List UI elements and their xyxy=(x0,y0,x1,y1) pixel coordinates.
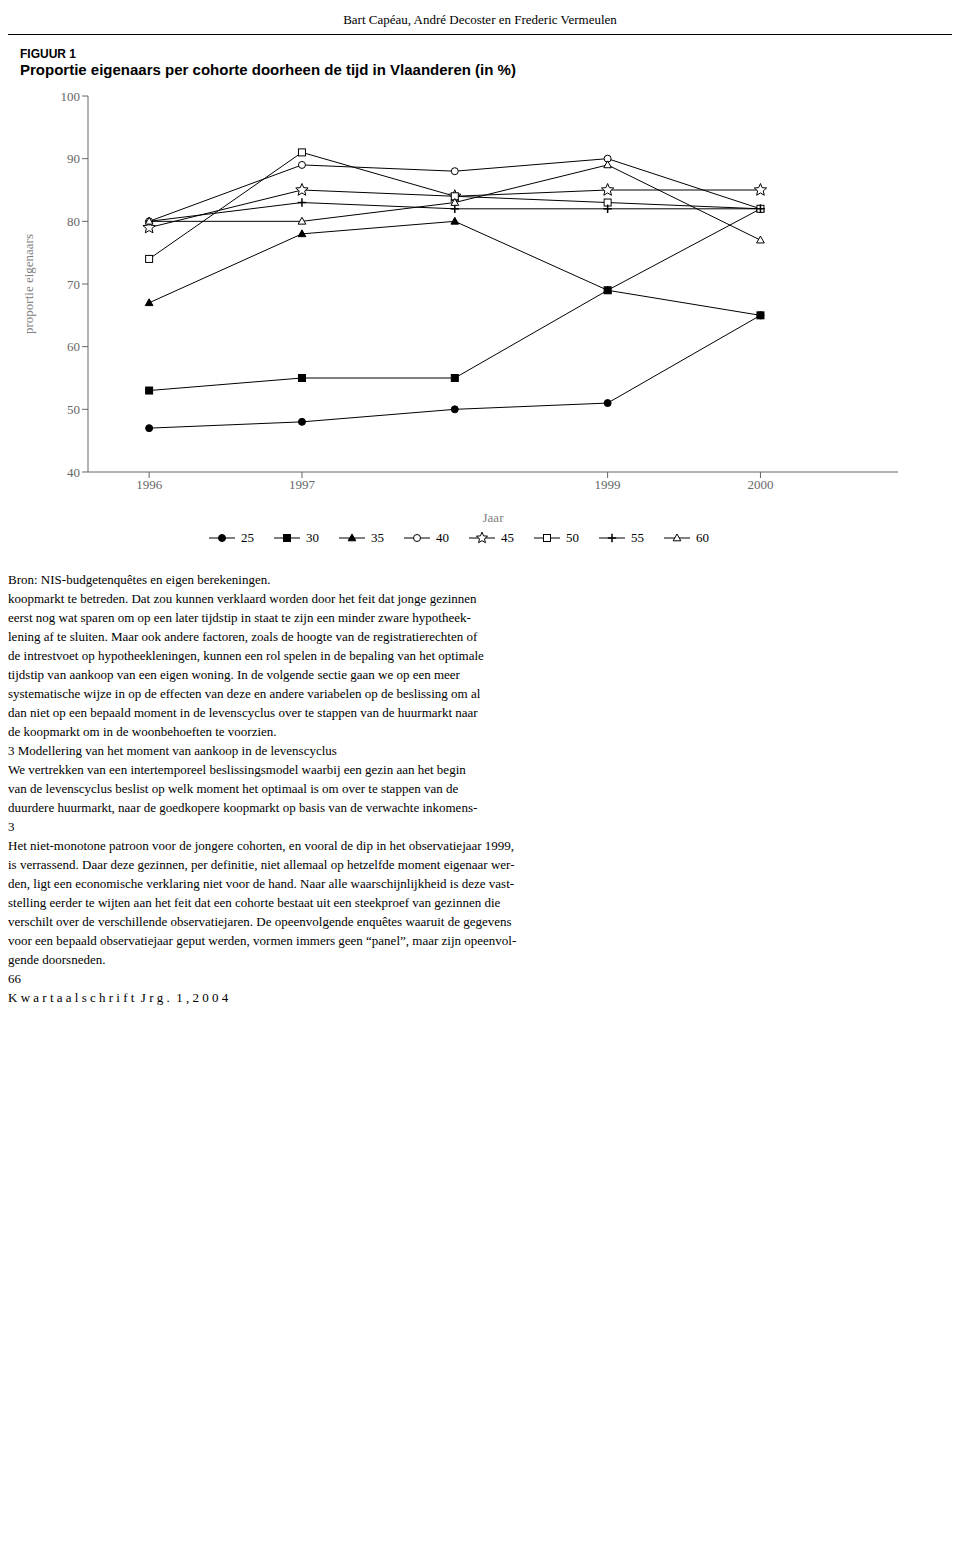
html-text:45: 45 xyxy=(501,530,514,545)
html-text:van de levenscyclus beslist op: van de levenscyclus beslist op welk mome… xyxy=(8,781,459,796)
svg-text:proportie eigenaars: proportie eigenaars xyxy=(21,234,36,334)
html-text:25: 25 xyxy=(241,530,254,545)
svg-text:80: 80 xyxy=(67,214,80,229)
svg-text:70: 70 xyxy=(67,277,80,292)
html-text:FIGUUR 1: FIGUUR 1 xyxy=(20,47,76,61)
html-text:gende doorsneden.: gende doorsneden. xyxy=(8,952,106,967)
html-text:Het niet-monotone patroon voor: Het niet-monotone patroon voor de jonger… xyxy=(8,838,515,853)
html-text:eerst nog wat sparen om op een: eerst nog wat sparen om op een later tij… xyxy=(8,610,471,625)
html-text:den, ligt een economische verk: den, ligt een economische verklaring nie… xyxy=(8,876,515,891)
html-text:lening af te sluiten. Maar ook: lening af te sluiten. Maar ook andere fa… xyxy=(8,629,478,644)
html-text:30: 30 xyxy=(306,530,319,545)
svg-text:2000: 2000 xyxy=(747,477,773,492)
html-text:We vertrekken van een intertem: We vertrekken van een intertemporeel bes… xyxy=(8,762,466,777)
svg-text:90: 90 xyxy=(67,151,80,166)
html-text:55: 55 xyxy=(631,530,644,545)
html-text:Proportie eigenaars per cohort: Proportie eigenaars per cohorte doorheen… xyxy=(20,61,516,78)
html-text:stelling eerder te wijten aan: stelling eerder te wijten aan het feit d… xyxy=(8,895,501,910)
html-text:verschilt over de verschillend: verschilt over de verschillende observat… xyxy=(8,914,512,929)
html-text:66: 66 xyxy=(8,971,21,986)
html-text:50: 50 xyxy=(566,530,579,545)
html-text:koopmarkt te betreden. Dat zou: koopmarkt te betreden. Dat zou kunnen ve… xyxy=(8,591,477,606)
html-text:60: 60 xyxy=(696,530,709,545)
svg-text:100: 100 xyxy=(61,89,81,104)
html-text:dan niet op een bepaald moment: dan niet op een bepaald moment in de lev… xyxy=(8,705,478,720)
html-text:40: 40 xyxy=(436,530,449,545)
svg-text:1999: 1999 xyxy=(595,477,621,492)
html-text:duurdere huurmarkt, naar de go: duurdere huurmarkt, naar de goedkopere k… xyxy=(8,800,478,815)
svg-text:1997: 1997 xyxy=(289,477,316,492)
svg-text:50: 50 xyxy=(67,402,80,417)
svg-text:40: 40 xyxy=(67,465,80,480)
html-text:systematische wijze in op de e: systematische wijze in op de effecten va… xyxy=(8,686,481,701)
svg-text:Jaar: Jaar xyxy=(483,510,505,525)
html-text:voor een bepaald observatiejaa: voor een bepaald observatiejaar geput we… xyxy=(8,933,517,948)
html-text:is verrassend. Daar deze gezin: is verrassend. Daar deze gezinnen, per d… xyxy=(8,857,515,872)
html-text:Bart Capéau, André Decoster en: Bart Capéau, André Decoster en Frederic … xyxy=(343,12,617,27)
svg-text:1996: 1996 xyxy=(136,477,163,492)
html-text:3: 3 xyxy=(8,819,15,834)
html-text:3 Modellering van het moment v: 3 Modellering van het moment van aankoop… xyxy=(8,743,337,758)
html-text:de koopmarkt om in de woonbeho: de koopmarkt om in de woonbehoeften te v… xyxy=(8,724,277,739)
html-text:35: 35 xyxy=(371,530,384,545)
html-text:K w a r t a a l s c h r i f t: K w a r t a a l s c h r i f t J r g . 1 … xyxy=(8,990,229,1005)
html-text:tijdstip van aankoop van een e: tijdstip van aankoop van een eigen wonin… xyxy=(8,667,460,682)
html-text:de intrestvoet op hypotheeklen: de intrestvoet op hypotheekleningen, kun… xyxy=(8,648,484,663)
html-text:Bron: NIS-budgetenquêtes en ei: Bron: NIS-budgetenquêtes en eigen bereke… xyxy=(8,572,271,587)
svg-text:60: 60 xyxy=(67,339,80,354)
